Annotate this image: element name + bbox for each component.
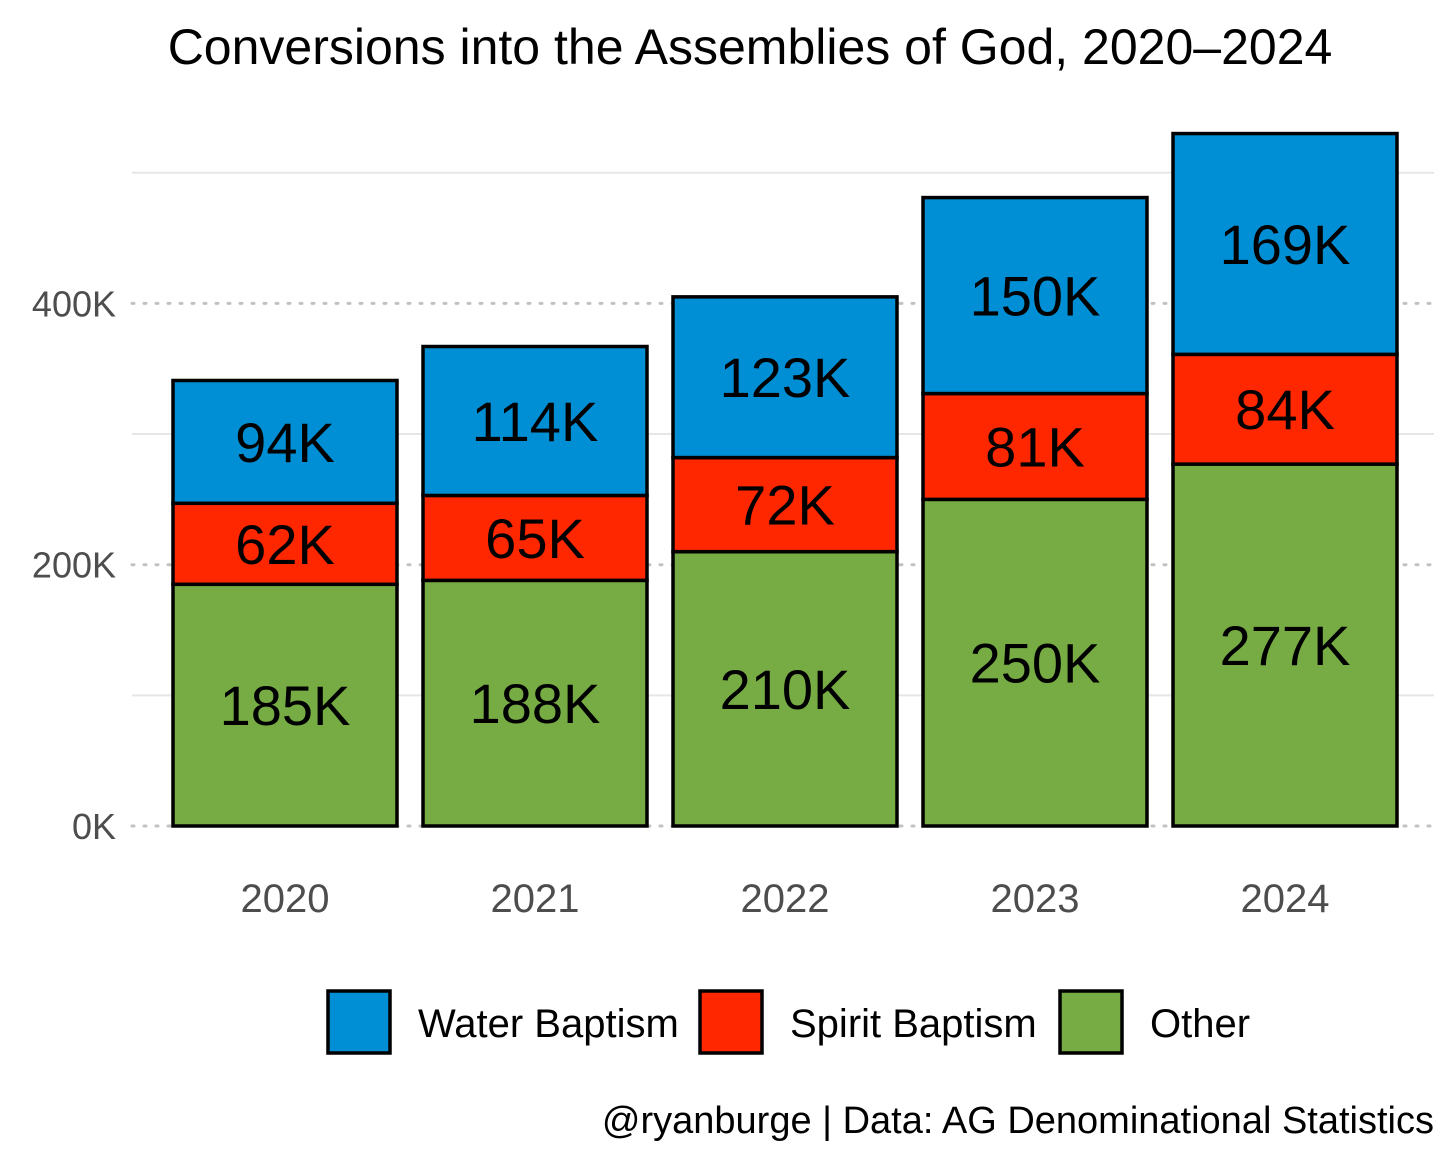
data-label-other-2021: 188K (470, 672, 601, 735)
y-tick-label: 400K (32, 283, 116, 324)
bar-segment-spirit-baptism-2022 (671, 455, 899, 554)
y-axis-ticks: 0K 200K 400K (32, 283, 116, 847)
data-label-other-2023: 250K (970, 632, 1101, 695)
data-label-spirit-baptism-2023: 81K (985, 415, 1085, 478)
y-tick-label: 200K (32, 545, 116, 586)
bars: 185K 62K 94K 188K 65K 114K 210K 72K 123K 250K 81K 1… (171, 131, 1399, 828)
x-tick-label: 2021 (491, 877, 580, 921)
x-tick-label: 2024 (1241, 877, 1330, 921)
data-label-water-baptism-2024: 169K (1220, 213, 1351, 276)
y-tick-label: 0K (72, 806, 116, 847)
data-label-water-baptism-2023: 150K (970, 265, 1101, 328)
legend-swatch-other (1058, 989, 1124, 1055)
legend-label-water-baptism: Water Baptism (418, 1002, 679, 1046)
legend-label-other: Other (1150, 1002, 1250, 1046)
data-label-other-2024: 277K (1220, 614, 1351, 677)
bar-segment-spirit-baptism-2020 (171, 501, 399, 587)
bar-segment-water-baptism-2021 (421, 344, 649, 498)
bar-segment-water-baptism-2023 (921, 195, 1149, 396)
x-tick-label: 2022 (741, 877, 830, 921)
x-axis-ticks: 2020 2021 2022 2023 2024 (241, 877, 1330, 921)
data-label-spirit-baptism-2021: 65K (485, 507, 585, 570)
bar-segment-spirit-baptism-2024 (1171, 352, 1399, 466)
data-label-water-baptism-2022: 123K (720, 346, 851, 409)
data-label-spirit-baptism-2024: 84K (1235, 378, 1335, 441)
bar-segment-other-2024 (1171, 462, 1399, 828)
chart-title: Conversions into the Assemblies of God, … (168, 19, 1333, 75)
legend-swatch-spirit-baptism (698, 989, 764, 1055)
x-tick-label: 2023 (991, 877, 1080, 921)
data-label-other-2022: 210K (720, 658, 851, 721)
data-label-spirit-baptism-2022: 72K (735, 474, 835, 537)
bar-segment-water-baptism-2020 (171, 378, 399, 506)
x-tick-label: 2020 (241, 877, 330, 921)
legend-label-spirit-baptism: Spirit Baptism (790, 1002, 1037, 1046)
bar-segment-water-baptism-2022 (671, 295, 899, 460)
data-label-water-baptism-2021: 114K (472, 390, 599, 453)
legend-swatch-water-baptism (326, 989, 392, 1055)
data-label-water-baptism-2020: 94K (235, 411, 335, 474)
bar-segment-water-baptism-2024 (1171, 131, 1399, 357)
chart-caption: @ryanburge | Data: AG Denominational Sta… (602, 1100, 1434, 1142)
data-label-other-2020: 185K (220, 674, 351, 737)
bar-segment-other-2023 (921, 497, 1149, 828)
bar-segment-other-2020 (171, 582, 399, 828)
legend: Water Baptism Spirit Baptism Other (326, 989, 1250, 1055)
data-label-spirit-baptism-2020: 62K (235, 513, 335, 576)
bar-segment-other-2022 (671, 549, 899, 828)
